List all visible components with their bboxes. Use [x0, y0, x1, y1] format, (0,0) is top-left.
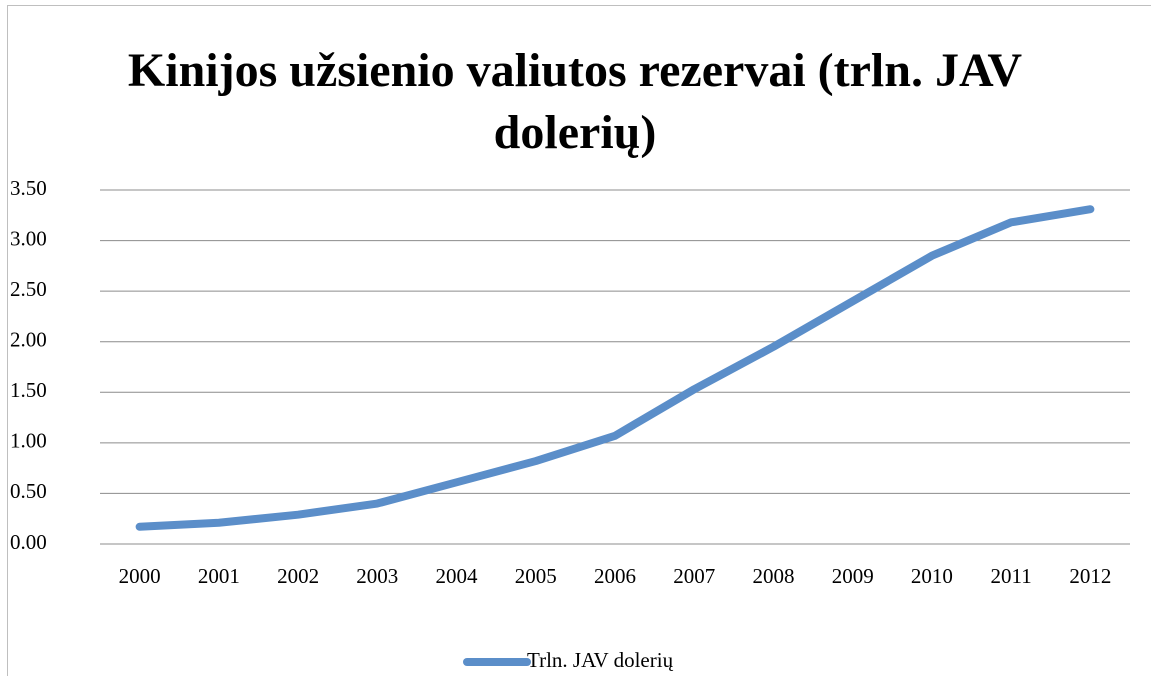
y-tick-label: 2.50 [10, 277, 47, 301]
x-tick-label: 2009 [832, 564, 874, 588]
legend-label: Trln. JAV dolerių [527, 648, 674, 672]
x-tick-label: 2003 [356, 564, 398, 588]
chart-title: Kinijos užsienio valiutos rezervai (trln… [127, 44, 1023, 159]
chart-border [7, 5, 1151, 676]
x-tick-label: 2001 [198, 564, 240, 588]
y-tick-label: 3.00 [10, 226, 47, 250]
y-tick-label: 1.50 [10, 378, 47, 402]
x-tick-label: 2007 [673, 564, 715, 588]
y-tick-label: 1.00 [10, 429, 47, 453]
x-tick-label: 2005 [515, 564, 557, 588]
y-tick-label: 2.00 [10, 328, 47, 352]
y-tick-label: 3.50 [10, 176, 47, 200]
x-tick-label: 2004 [436, 564, 479, 588]
x-tick-label: 2012 [1069, 564, 1111, 588]
y-tick-label: 0.00 [10, 530, 47, 554]
x-tick-label: 2008 [752, 564, 794, 588]
x-tick-label: 2011 [991, 564, 1032, 588]
x-tick-label: 2006 [594, 564, 636, 588]
x-tick-label: 2010 [911, 564, 953, 588]
data-line [135, 205, 1095, 531]
x-tick-label: 2000 [119, 564, 161, 588]
y-tick-label: 0.50 [10, 479, 47, 503]
x-tick-label: 2002 [277, 564, 319, 588]
